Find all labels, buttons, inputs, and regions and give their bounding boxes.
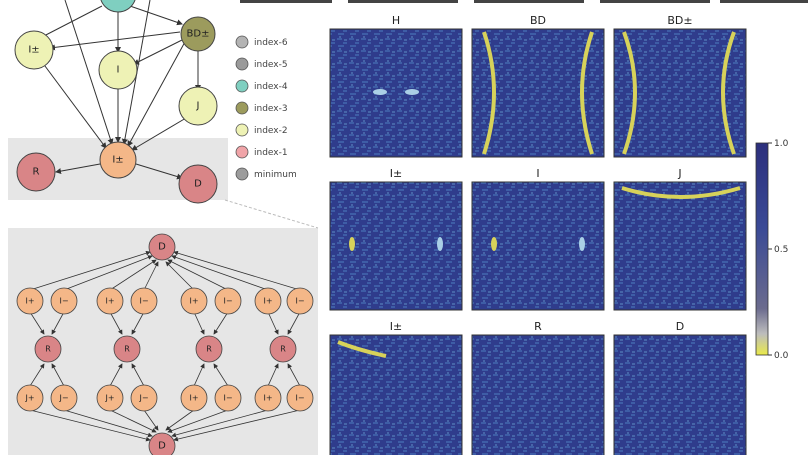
- legend-label: index-5: [254, 60, 288, 70]
- heatmap-title: BD: [530, 14, 546, 27]
- heatmap-title: I±: [390, 320, 402, 333]
- legend-label: index-4: [254, 82, 288, 92]
- heatmap-i: I: [471, 167, 605, 311]
- graph-top-nodes: [14, 0, 218, 204]
- row1-label: I+: [105, 297, 114, 306]
- heatmap-i-pm-2: I±: [329, 320, 463, 455]
- row3-label: J+: [104, 394, 114, 403]
- row3-label: I+: [189, 394, 198, 403]
- node-r: [16, 152, 56, 192]
- node-j-label: J: [196, 101, 200, 112]
- colorbar: 1.0 0.5 0.0: [755, 139, 789, 361]
- row1-label: I−: [295, 297, 304, 306]
- node-r-label: R: [33, 167, 40, 178]
- graph-top-labels: BD± I± I J I± R D: [28, 29, 209, 190]
- zoom-connector: [224, 199, 319, 229]
- row2-label: R: [206, 345, 212, 354]
- heatmap-r: R: [471, 320, 605, 455]
- colorbar-tick: 0.0: [774, 351, 789, 361]
- row1-label: I+: [189, 297, 198, 306]
- legend-label: index-6: [254, 38, 288, 48]
- row1-label: I−: [59, 297, 68, 306]
- row3-label: I−: [295, 394, 304, 403]
- colorbar-tick: 1.0: [774, 139, 789, 149]
- colorbar-tick: 0.5: [774, 245, 788, 255]
- graph-bottom-labels: D D I+ I− I+ I− I+ I− I+ I− R R R R J+ J…: [24, 242, 304, 452]
- legend-item: index-2: [235, 123, 288, 137]
- heatmap-d: D: [613, 320, 747, 455]
- heatmap-title: H: [392, 14, 400, 27]
- row1-label: I−: [139, 297, 148, 306]
- legend-item: index-5: [235, 57, 288, 71]
- node-i: [98, 50, 138, 90]
- node-d: [178, 164, 218, 204]
- graph-bottom-nodes: [16, 233, 314, 455]
- node-bd-pm-label: BD±: [187, 29, 210, 40]
- row2-label: R: [124, 345, 130, 354]
- row3-label: J−: [58, 394, 68, 403]
- legend-item: minimum: [235, 167, 297, 181]
- node-i-pm-2: [99, 141, 137, 179]
- legend-item: index-4: [235, 79, 288, 93]
- row3-label: J+: [24, 394, 34, 403]
- row1-label: I−: [223, 297, 232, 306]
- heatmap-title: D: [676, 320, 684, 333]
- node-i-pm: [14, 30, 54, 70]
- legend-item: index-6: [235, 35, 288, 49]
- row1-label: I+: [263, 297, 272, 306]
- heatmap-grid: H BD BD± I± I: [329, 14, 747, 455]
- node-i-label: I: [117, 65, 120, 76]
- heatmap-h: H: [329, 14, 463, 158]
- legend-label: index-2: [254, 126, 288, 136]
- legend-label: index-1: [254, 148, 288, 158]
- row1-label: I+: [25, 297, 34, 306]
- row2-label: R: [280, 345, 286, 354]
- node-d-bottom-label: D: [158, 441, 166, 452]
- legend: index-6 index-5 index-4 index-3 index-2 …: [235, 35, 297, 181]
- heatmap-bd: BD: [471, 14, 605, 158]
- node-d-label: D: [194, 179, 202, 190]
- heatmap-bd-pm: BD±: [613, 14, 747, 158]
- node-d-top-label: D: [158, 242, 166, 253]
- legend-item: index-1: [235, 145, 288, 159]
- heatmap-title: BD±: [667, 14, 692, 27]
- heatmap-title: J: [677, 167, 681, 180]
- legend-item: index-3: [235, 101, 288, 115]
- top-strip-fragments: [240, 0, 808, 3]
- node-d-top: [148, 233, 176, 261]
- graph-bottom-edges: [29, 250, 301, 442]
- node-i-pm-label: I±: [28, 45, 39, 56]
- heatmap-title: I: [536, 167, 539, 180]
- legend-label: minimum: [254, 170, 297, 180]
- node-d-bottom: [148, 432, 176, 455]
- heatmap-title: R: [534, 320, 542, 333]
- node-j: [178, 86, 218, 126]
- node-i-pm-2-label: I±: [112, 155, 123, 166]
- legend-label: index-3: [254, 104, 288, 114]
- node-index7: [100, 0, 136, 13]
- row3-label: I+: [263, 394, 272, 403]
- heatmap-title: I±: [390, 167, 402, 180]
- heatmap-i-pm: I±: [329, 167, 463, 311]
- heatmap-j: J: [613, 167, 747, 311]
- node-bd-pm: [180, 16, 216, 52]
- row3-label: J−: [138, 394, 148, 403]
- row3-label: I−: [223, 394, 232, 403]
- row2-label: R: [45, 345, 51, 354]
